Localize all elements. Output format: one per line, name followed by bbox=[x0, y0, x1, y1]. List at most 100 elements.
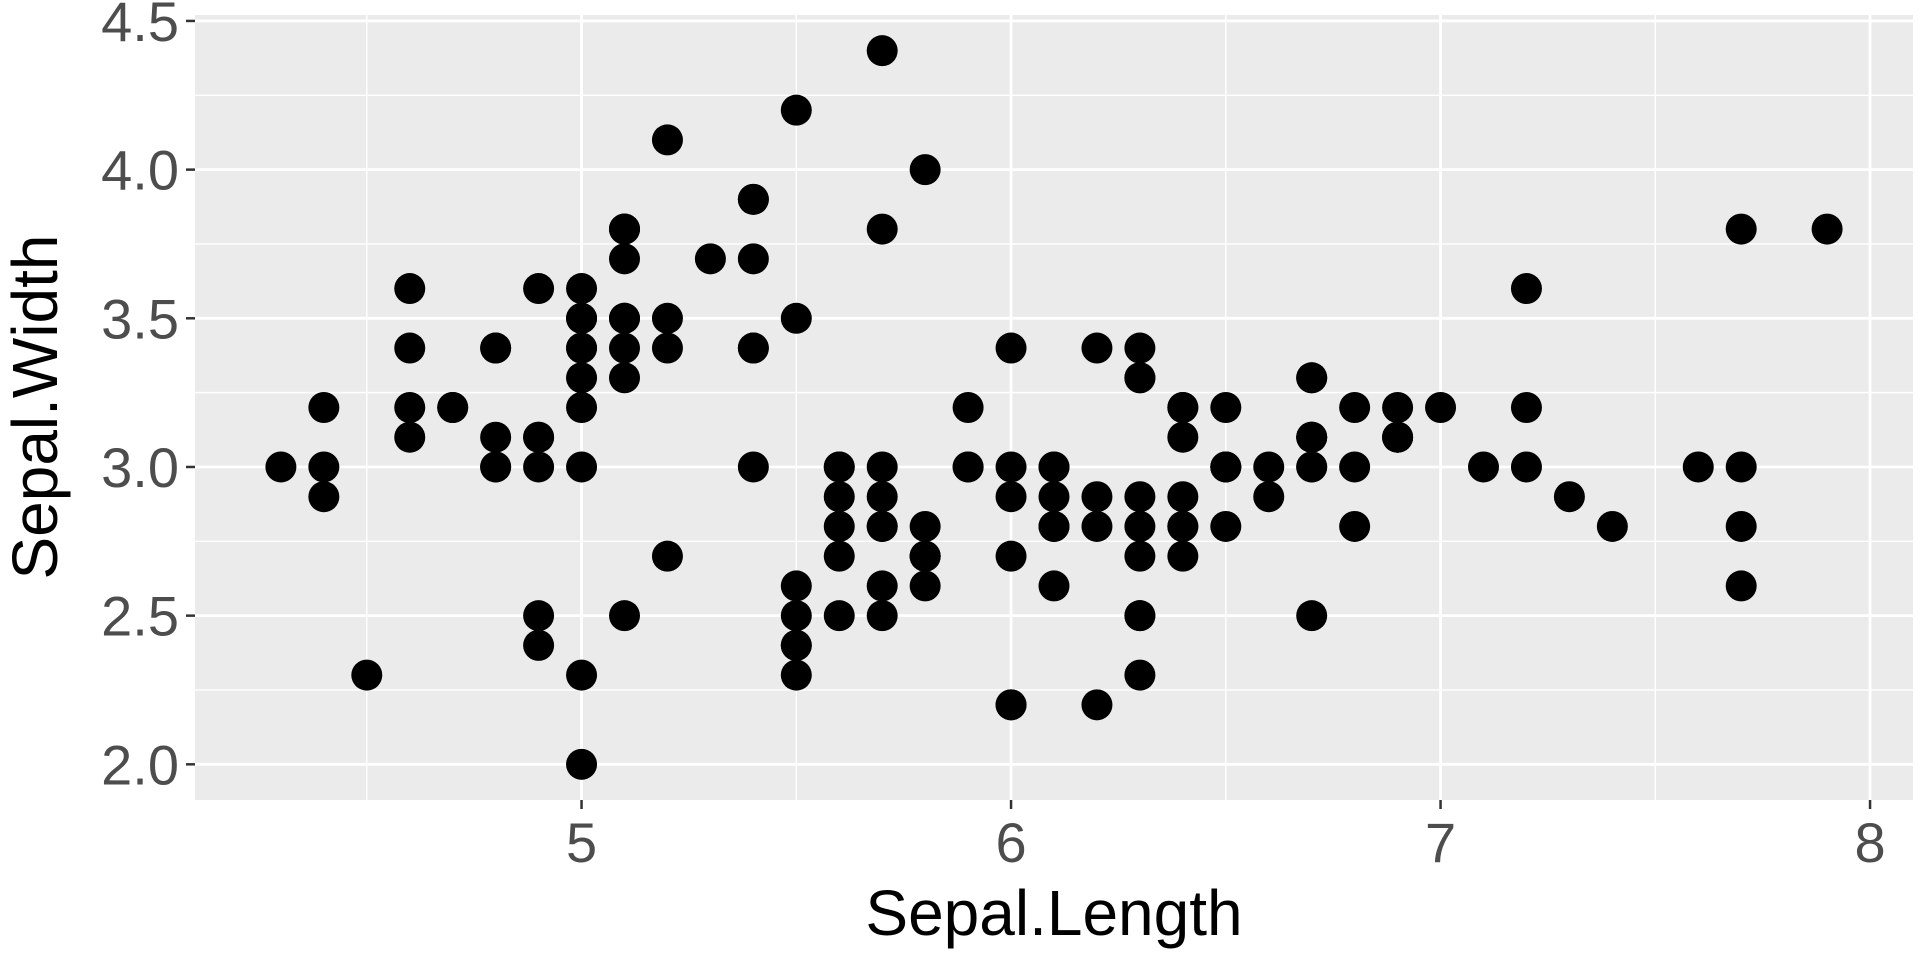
data-point bbox=[780, 302, 812, 334]
data-point bbox=[780, 570, 812, 602]
data-point bbox=[1596, 510, 1628, 542]
data-point bbox=[609, 362, 640, 394]
data-point bbox=[1510, 451, 1542, 483]
data-point bbox=[866, 570, 898, 602]
data-point bbox=[609, 332, 640, 364]
x-tick-label: 8 bbox=[1854, 811, 1885, 874]
data-point bbox=[1296, 362, 1328, 394]
data-point bbox=[651, 332, 683, 364]
data-point bbox=[823, 481, 855, 513]
data-point bbox=[995, 451, 1027, 483]
data-point bbox=[1210, 510, 1242, 542]
data-point bbox=[1081, 332, 1113, 364]
data-point bbox=[1296, 421, 1328, 453]
data-point bbox=[480, 451, 512, 483]
data-point bbox=[823, 510, 855, 542]
data-point bbox=[1167, 510, 1199, 542]
data-point bbox=[909, 510, 941, 542]
x-tick-label: 7 bbox=[1425, 811, 1456, 874]
data-point bbox=[1167, 481, 1199, 513]
data-point bbox=[523, 421, 555, 453]
data-point bbox=[866, 481, 898, 513]
data-point bbox=[651, 540, 683, 572]
data-point bbox=[737, 451, 769, 483]
data-point bbox=[1167, 421, 1199, 453]
data-point bbox=[437, 392, 469, 423]
data-point bbox=[1124, 362, 1156, 394]
data-point bbox=[909, 570, 941, 602]
y-tick-label: 3.0 bbox=[101, 436, 179, 499]
data-point bbox=[308, 451, 340, 483]
data-point bbox=[566, 302, 598, 334]
data-point bbox=[1124, 510, 1156, 542]
y-tick-label: 2.0 bbox=[101, 733, 179, 796]
data-point bbox=[394, 273, 426, 305]
data-point bbox=[866, 451, 898, 483]
data-point bbox=[609, 302, 640, 334]
data-point bbox=[1210, 392, 1242, 423]
data-point bbox=[480, 332, 512, 364]
data-point bbox=[737, 243, 769, 275]
data-point bbox=[566, 392, 598, 423]
data-point bbox=[1725, 451, 1757, 483]
x-tick-label: 5 bbox=[566, 811, 597, 874]
data-point bbox=[1124, 332, 1156, 364]
data-point bbox=[1382, 421, 1414, 453]
y-axis: 2.0 2.5 3.0 3.5 4.0 4.5 bbox=[101, 0, 195, 796]
data-point bbox=[523, 451, 555, 483]
data-point bbox=[566, 362, 598, 394]
data-point bbox=[1339, 510, 1371, 542]
data-point bbox=[1510, 273, 1542, 305]
data-point bbox=[1553, 481, 1585, 513]
data-point bbox=[1081, 481, 1113, 513]
data-point bbox=[1339, 451, 1371, 483]
data-point bbox=[866, 600, 898, 632]
data-point bbox=[823, 451, 855, 483]
data-point bbox=[737, 332, 769, 364]
data-point bbox=[909, 540, 941, 572]
data-point bbox=[651, 302, 683, 334]
data-point bbox=[566, 332, 598, 364]
data-point bbox=[609, 213, 640, 245]
data-point bbox=[1124, 481, 1156, 513]
data-point bbox=[265, 451, 297, 483]
data-point bbox=[1382, 392, 1414, 423]
data-point bbox=[694, 243, 726, 275]
data-point bbox=[1725, 570, 1757, 602]
data-point bbox=[523, 273, 555, 305]
data-point bbox=[1038, 510, 1070, 542]
data-point bbox=[737, 183, 769, 215]
data-point bbox=[394, 421, 426, 453]
data-point bbox=[609, 243, 640, 275]
x-tick-label: 6 bbox=[995, 811, 1026, 874]
data-point bbox=[1296, 451, 1328, 483]
data-point bbox=[566, 451, 598, 483]
data-point bbox=[566, 748, 598, 780]
data-point bbox=[1510, 392, 1542, 423]
data-point bbox=[351, 659, 383, 691]
x-axis: 5 6 7 8 bbox=[566, 800, 1886, 874]
data-point bbox=[780, 600, 812, 632]
data-point bbox=[1124, 540, 1156, 572]
y-tick-label: 4.5 bbox=[101, 0, 179, 53]
data-point bbox=[394, 392, 426, 423]
data-point bbox=[308, 481, 340, 513]
data-point bbox=[780, 94, 812, 126]
data-points bbox=[265, 35, 1843, 780]
data-point bbox=[1253, 451, 1285, 483]
data-point bbox=[823, 600, 855, 632]
data-point bbox=[909, 154, 941, 186]
data-point bbox=[995, 481, 1027, 513]
data-point bbox=[780, 659, 812, 691]
data-point bbox=[952, 451, 984, 483]
data-point bbox=[480, 421, 512, 453]
data-point bbox=[566, 273, 598, 305]
y-axis-title: Sepal.Width bbox=[0, 234, 71, 579]
data-point bbox=[651, 124, 683, 156]
x-axis-title: Sepal.Length bbox=[865, 877, 1242, 949]
y-tick-label: 2.5 bbox=[101, 585, 179, 648]
data-point bbox=[995, 689, 1027, 721]
data-point bbox=[1124, 600, 1156, 632]
data-point bbox=[1038, 570, 1070, 602]
